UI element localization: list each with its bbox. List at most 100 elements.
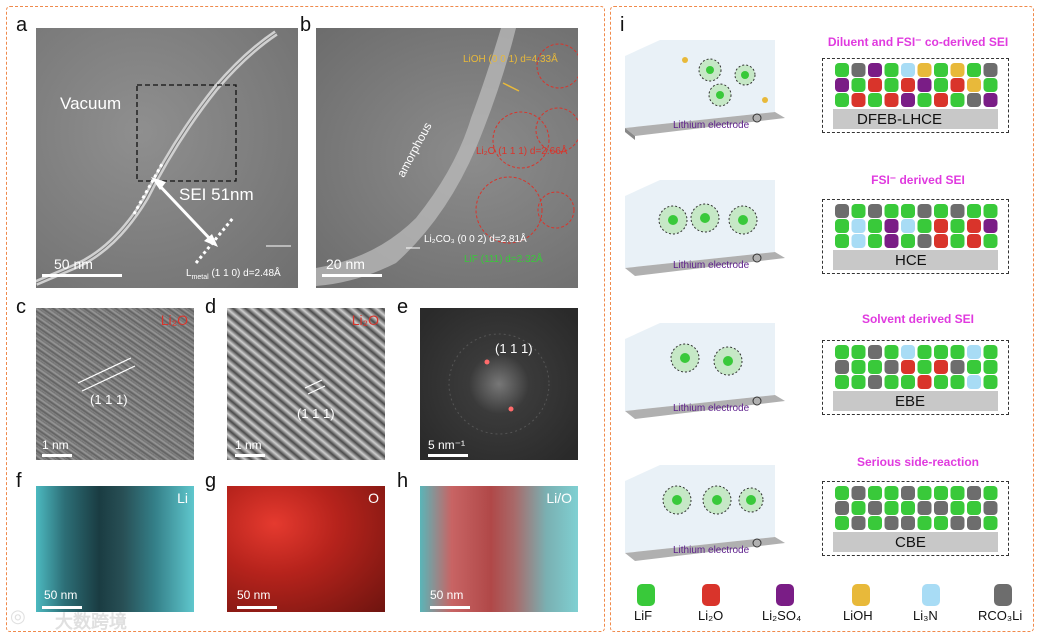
electrode-base	[833, 250, 998, 270]
sei-grain	[934, 78, 948, 92]
li2co3-label: Li₂CO₃ (0 0 2) d=2.81Å	[424, 234, 527, 245]
scheme-2-electrolyte-box: Lithium electrode	[625, 180, 790, 280]
sei-grain	[934, 234, 948, 248]
panel-g-o-map: O 50 nm	[227, 486, 385, 612]
sei-grain	[835, 93, 849, 107]
sei-grain	[901, 360, 915, 374]
sei-grain	[901, 78, 915, 92]
sei-grain	[917, 234, 932, 248]
panel-e-scalebar	[428, 454, 468, 457]
panel-e-fft-image: (1 1 1) 5 nm⁻¹	[420, 308, 578, 460]
sei-grain	[868, 204, 882, 218]
sei-grain	[901, 486, 915, 500]
sei-grain	[934, 63, 948, 77]
sei-grain	[901, 345, 915, 359]
scheme-1-electrode-label: Lithium electrode	[673, 120, 750, 131]
sei-grain	[983, 78, 998, 92]
scheme-1-name: DFEB-LHCE	[857, 111, 943, 128]
sei-grain	[884, 501, 899, 515]
sei-grain	[950, 63, 965, 77]
li2o-label: Li₂O (1 1 1) d=2.66Å	[476, 146, 568, 157]
electrode-base	[833, 532, 998, 552]
panel-a-scale-label: 50 nm	[54, 256, 93, 272]
watermark: 大数跨境	[55, 612, 127, 632]
panel-g-scale-label: 50 nm	[237, 588, 271, 602]
panel-e-label: e	[397, 296, 409, 318]
sei-grain	[835, 63, 849, 77]
sei-grain	[884, 516, 899, 530]
scheme-2-title: FSI⁻ derived SEI	[871, 173, 965, 187]
sei-grain	[868, 63, 882, 77]
sei-grain	[950, 516, 965, 530]
sei-grain	[967, 204, 981, 218]
sei-grain	[983, 360, 998, 374]
sei-grain	[950, 204, 965, 218]
panel-d-ifft-image: Li₂O (1 1 1) 1 nm	[227, 308, 385, 460]
sei-grain	[835, 375, 849, 389]
panel-c-scalebar	[42, 454, 72, 457]
scheme-4-sei-layer	[833, 486, 998, 552]
sei-grain	[917, 204, 932, 218]
sei-grain	[917, 93, 932, 107]
sei-grain	[983, 219, 998, 233]
sei-grain	[917, 345, 932, 359]
sei-grain	[868, 93, 882, 107]
legend-label-rco3li: RCO₃Li	[978, 608, 1023, 623]
sei-grain	[901, 375, 915, 389]
sei-grain	[835, 219, 849, 233]
sei-grain	[917, 63, 932, 77]
scheme-4-name: CBE	[895, 534, 926, 551]
legend-swatch-lif	[637, 584, 655, 606]
panel-f-scale-label: 50 nm	[44, 588, 78, 602]
sei-grain	[901, 516, 915, 530]
panel-f-label: f	[16, 470, 22, 492]
right-frame	[610, 6, 1034, 632]
sei-grain	[835, 204, 849, 218]
sei-grain	[967, 93, 981, 107]
sei-grain	[835, 360, 849, 374]
sei-grain	[835, 78, 849, 92]
scheme-3-title: Solvent derived SEI	[861, 312, 975, 326]
sei-grain	[967, 78, 981, 92]
sei-grain	[851, 78, 866, 92]
sei-grain	[901, 234, 915, 248]
panel-a-lattice-label: Lmetal (1 1 0) d=2.48Å	[186, 268, 281, 281]
left-frame	[6, 6, 605, 632]
sei-grain	[967, 501, 981, 515]
sei-grain	[950, 360, 965, 374]
sei-grain	[851, 516, 866, 530]
sei-grain	[983, 345, 998, 359]
lif-label: LiF (111) d=2.32Å	[464, 254, 543, 265]
sei-grain	[851, 345, 866, 359]
panel-h-label: h	[397, 470, 409, 492]
sei-grain	[983, 63, 998, 77]
scheme-4-electrode-label: Lithium electrode	[673, 545, 750, 556]
sei-grain	[868, 219, 882, 233]
sei-grain	[884, 234, 899, 248]
panel-a-scalebar	[42, 274, 122, 277]
scheme-3-electrolyte-box: Lithium electrode	[625, 323, 790, 423]
panel-c-tag: Li₂O	[160, 312, 188, 328]
scheme-1-electrolyte-box: Lithium electrode	[625, 40, 790, 140]
electrode-base	[833, 109, 998, 129]
lioh-label: LiOH (0 0 1) d=4.33Å	[463, 54, 558, 65]
sei-grain	[934, 486, 948, 500]
legend-label-li3n: Li₃N	[913, 608, 938, 623]
sei-grain	[983, 375, 998, 389]
panel-e-miller: (1 1 1)	[495, 341, 533, 356]
scheme-2-sei-box: HCE	[822, 199, 1009, 274]
panel-a-tem-image: Vacuum SEI 51nm 50 nm Lmetal (1 1 0) d=2…	[36, 28, 298, 288]
sei-grain	[835, 516, 849, 530]
sei-grain	[917, 219, 932, 233]
sei-grain	[868, 516, 882, 530]
sei-grain	[917, 360, 932, 374]
sei-grain	[851, 234, 866, 248]
sei-grain	[934, 93, 948, 107]
sei-grain	[901, 204, 915, 218]
scheme-3-sei-layer	[833, 345, 998, 411]
legend-label-lif: LiF	[634, 608, 653, 623]
sei-grain	[934, 516, 948, 530]
sei-grain	[884, 78, 899, 92]
sei-grain	[967, 63, 981, 77]
sei-grain	[868, 486, 882, 500]
